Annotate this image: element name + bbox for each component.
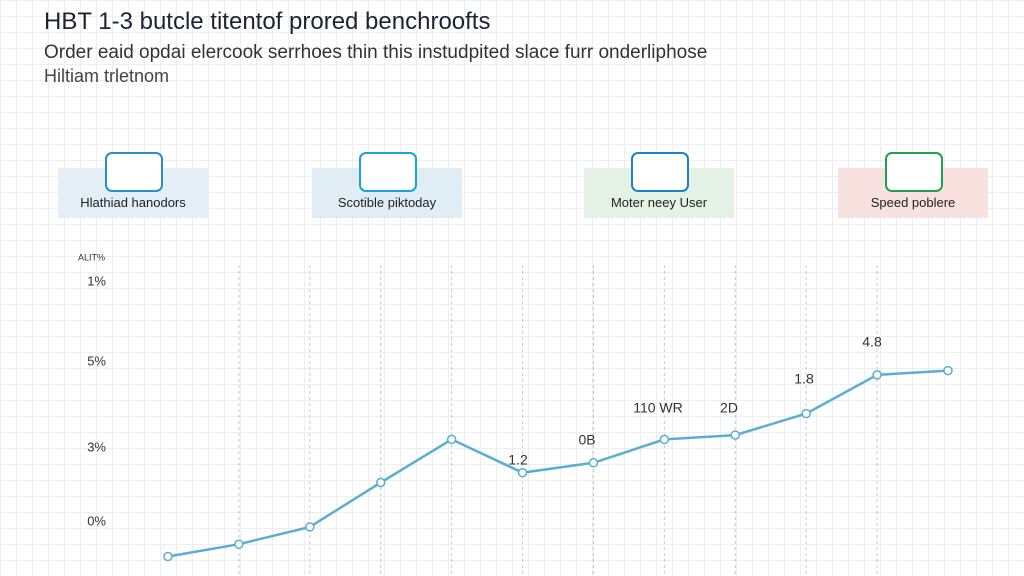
card-label: Speed poblere (870, 195, 956, 210)
point (659, 434, 670, 445)
y-tick-label: 5% (87, 353, 106, 368)
card-label: Hlathiad hanodors (80, 195, 186, 210)
feature-card: Scotible piktoday (312, 152, 462, 218)
title: HBT 1-3 butcle titentof prored benchroof… (44, 8, 491, 35)
annotation: 2D (720, 400, 738, 416)
point (446, 434, 457, 445)
y-tick-label: 3% (87, 439, 106, 454)
card-icon (885, 152, 943, 192)
card-icon (105, 152, 163, 192)
annotation: 110 WR (633, 400, 683, 416)
feature-card: Moter neey User (584, 152, 734, 218)
point (872, 370, 882, 380)
y-axis-label: ALIT% (78, 252, 105, 262)
point (588, 458, 599, 468)
point (234, 539, 244, 549)
card-label: Scotible piktoday (337, 195, 437, 210)
point (375, 477, 386, 488)
y-tick-label: 1% (87, 273, 106, 288)
point (730, 430, 741, 440)
annotation: 1.8 (794, 371, 814, 387)
point (305, 522, 315, 532)
card-icon (359, 152, 417, 192)
point (801, 408, 811, 419)
feature-card: Hlathiad hanodors (58, 152, 208, 218)
card-label: Moter neey User (610, 195, 708, 210)
point (943, 365, 953, 376)
subtitle: Order eaid opdai elercook serrhoes thin … (44, 42, 708, 63)
y-tick-label: 0% (87, 513, 106, 528)
annotation: 0B (578, 432, 595, 448)
point (163, 551, 173, 562)
point (517, 467, 528, 478)
annotation: 4.8 (862, 334, 882, 350)
annotation: 1.2 (508, 452, 528, 468)
note: Hiltiam trletnom (44, 66, 170, 86)
feature-card: Speed poblere (838, 152, 988, 218)
line (167, 369, 949, 558)
card-icon (631, 152, 689, 192)
